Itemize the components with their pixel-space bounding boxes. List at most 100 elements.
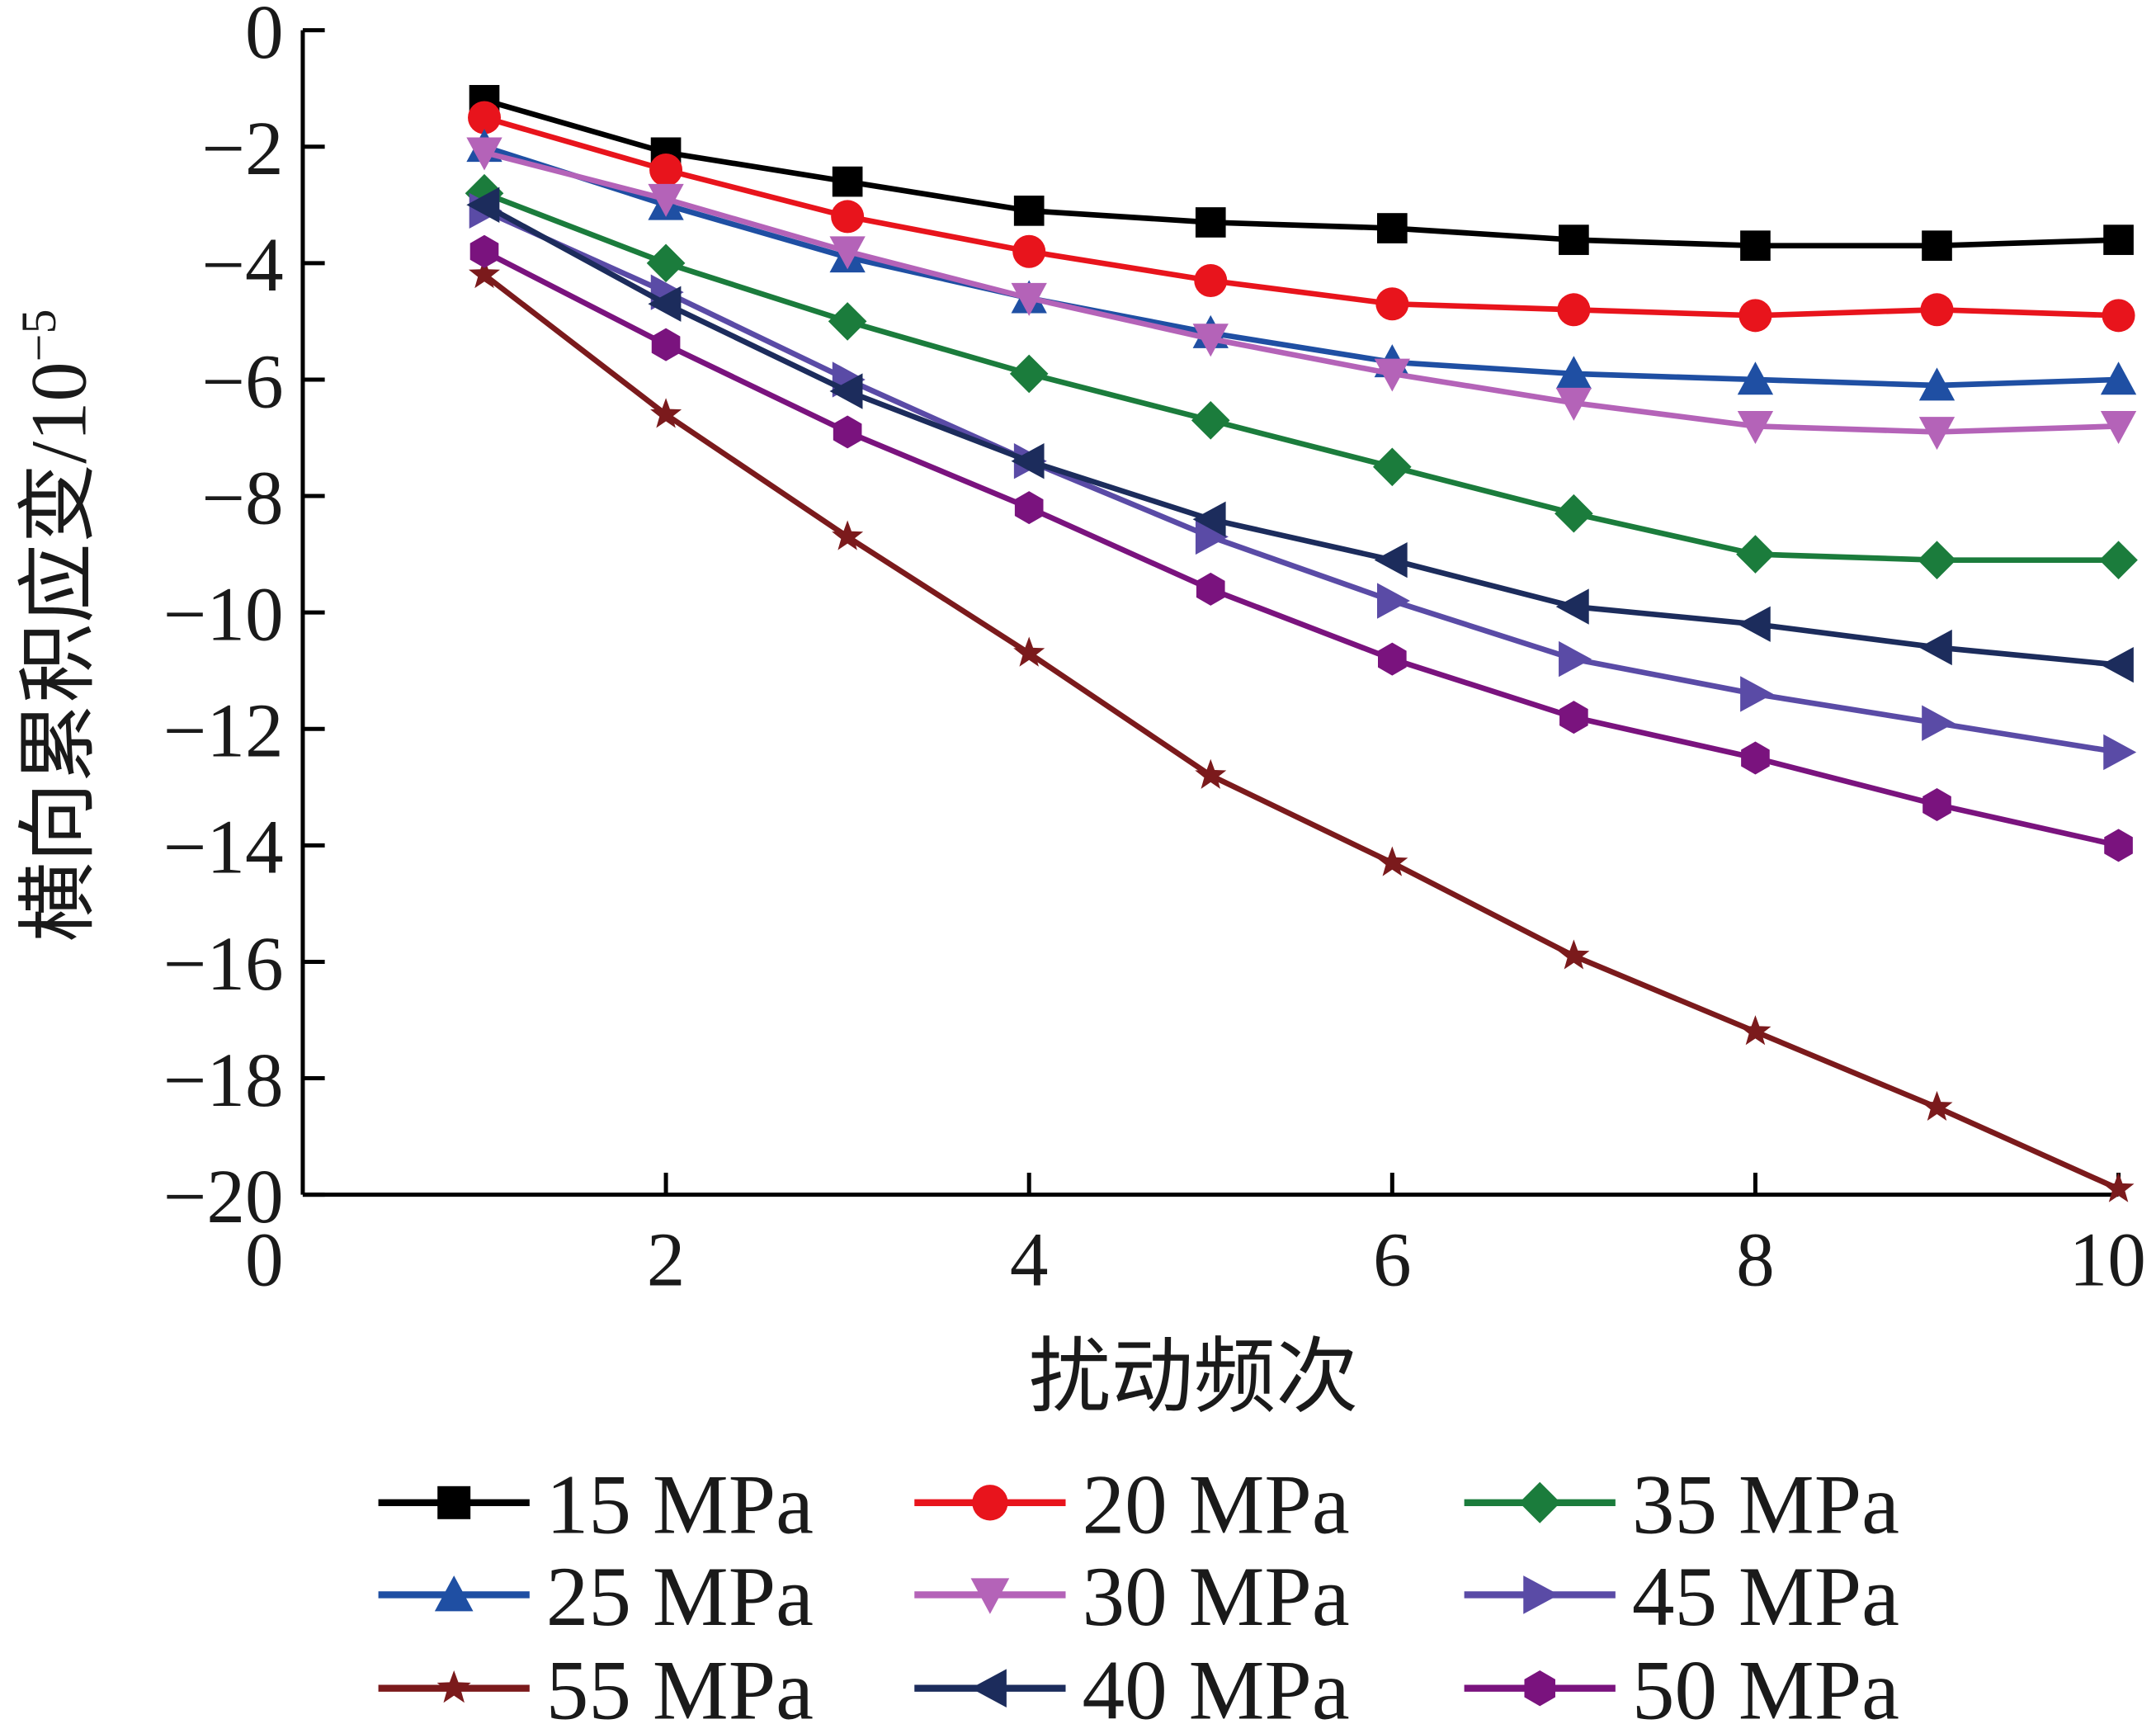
triangle-left-marker: [1918, 629, 1952, 666]
triangle-down-marker: [648, 183, 684, 217]
legend-label: 45 MPa: [1632, 1550, 1899, 1644]
legend-label: 40 MPa: [1082, 1643, 1349, 1724]
triangle-left-marker: [2100, 646, 2134, 683]
diamond-marker: [2099, 541, 2138, 579]
square-marker: [1559, 224, 1589, 255]
legend-label: 25 MPa: [546, 1550, 814, 1644]
triangle-down-marker: [466, 137, 502, 171]
triangle-up-marker: [1737, 361, 1774, 395]
square-marker: [1376, 213, 1408, 243]
hexagon-marker: [1378, 642, 1407, 676]
star-marker: [1195, 758, 1227, 789]
triangle-left-marker: [1737, 606, 1771, 642]
y-axis-label: 横向累积应变/10−5: [12, 309, 103, 942]
legend-label: 30 MPa: [1082, 1550, 1349, 1644]
series-line: [483, 191, 2119, 563]
legend: 15 MPa 20 MPa 35 MPa 25 MPa 30 MPa 45 MPa 55 M…: [378, 1457, 1899, 1724]
triangle-down-marker: [1374, 358, 1410, 392]
circle-marker: [468, 101, 502, 135]
hexagon-marker: [2104, 829, 2133, 862]
y-tick-label: 0: [245, 0, 284, 75]
triangle-down-marker: [970, 1578, 1010, 1614]
star-marker: [1376, 846, 1408, 876]
star-marker: [1739, 1015, 1772, 1046]
series-50-mpa: [469, 234, 2133, 862]
star-marker: [468, 257, 501, 289]
legend-label: 15 MPa: [546, 1457, 814, 1552]
triangle-right-marker: [1922, 705, 1955, 741]
hexagon-marker: [1524, 1670, 1555, 1707]
triangle-left-marker: [648, 286, 682, 322]
y-tick-label: −8: [201, 456, 283, 541]
series-line: [482, 272, 2120, 1192]
y-axis-label-exponent: −5: [12, 309, 66, 362]
diamond-marker: [828, 302, 867, 341]
series-30-mpa: [466, 137, 2137, 451]
triangle-right-marker: [1740, 676, 1774, 712]
x-tick-label: 10: [2069, 1218, 2146, 1303]
square-marker: [832, 166, 863, 197]
series-25-mpa: [466, 129, 2137, 401]
y-axis-label-text: 横向累积应变/10: [15, 361, 103, 942]
x-tick-label: 6: [1373, 1218, 1412, 1303]
y-tick-label: −12: [163, 689, 284, 774]
diamond-marker: [1191, 401, 1230, 440]
legend-item: 15 MPa: [378, 1457, 814, 1552]
y-tick-label: −6: [201, 339, 283, 424]
star-marker: [832, 520, 864, 550]
square-marker: [1922, 230, 1952, 262]
star-marker: [650, 398, 682, 428]
circle-marker: [1557, 293, 1591, 327]
series-line: [483, 208, 2120, 755]
series-line: [483, 202, 2119, 668]
triangle-up-marker: [1555, 356, 1592, 390]
triangle-up-marker: [434, 1575, 474, 1612]
legend-label: 50 MPa: [1632, 1643, 1899, 1724]
star-marker: [2102, 1172, 2135, 1202]
series-20-mpa: [468, 101, 2135, 333]
triangle-right-marker: [1559, 640, 1592, 678]
series-line: [484, 149, 2119, 435]
circle-marker: [649, 153, 683, 187]
triangle-left-marker: [970, 1669, 1007, 1708]
x-tick-label: 8: [1736, 1218, 1775, 1303]
star-marker: [1013, 636, 1045, 667]
triangle-right-marker: [1523, 1575, 1559, 1614]
legend-item: 40 MPa: [914, 1643, 1350, 1724]
triangle-down-marker: [2100, 411, 2137, 445]
series-40-mpa: [466, 187, 2134, 683]
triangle-down-marker: [1011, 282, 1047, 316]
triangle-down-marker: [1555, 387, 1592, 421]
y-tick-label: −14: [163, 805, 284, 890]
legend-label: 20 MPa: [1082, 1457, 1349, 1552]
diamond-marker: [1918, 541, 1956, 579]
diamond-marker: [1736, 535, 1775, 574]
hexagon-marker: [833, 415, 862, 449]
diamond-marker: [1519, 1481, 1561, 1523]
triangle-left-marker: [1374, 541, 1408, 579]
circle-marker: [831, 200, 865, 234]
legend-item: 35 MPa: [1464, 1457, 1899, 1552]
legend-item: 25 MPa: [378, 1550, 814, 1644]
y-tick-label: −10: [163, 572, 284, 657]
circle-marker: [1375, 287, 1409, 321]
circle-marker: [1194, 264, 1228, 298]
triangle-down-marker: [829, 236, 866, 270]
triangle-right-marker: [1376, 583, 1410, 619]
legend-item: 45 MPa: [1464, 1550, 1899, 1644]
series-line: [484, 115, 2119, 319]
series-line: [483, 248, 2120, 848]
y-tick-label: −16: [163, 922, 284, 1007]
x-tick-label: 2: [647, 1218, 686, 1303]
hexagon-marker: [1196, 572, 1225, 606]
triangle-left-marker: [1192, 501, 1226, 537]
series-line: [484, 97, 2119, 249]
legend-item: 20 MPa: [914, 1457, 1350, 1552]
triangle-up-marker: [2100, 361, 2137, 395]
triangle-down-marker: [1918, 417, 1955, 451]
diamond-marker: [1009, 354, 1049, 394]
triangle-down-marker: [1192, 324, 1229, 357]
triangle-up-marker: [1918, 367, 1955, 401]
triangle-down-marker: [1737, 411, 1774, 445]
